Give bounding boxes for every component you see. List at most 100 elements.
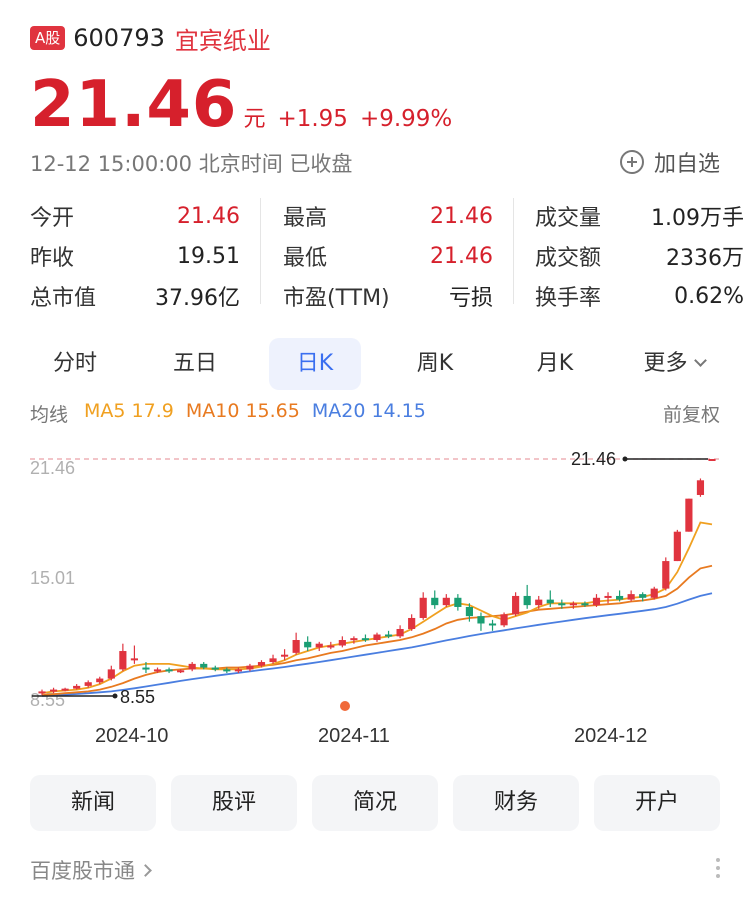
candle-body [616,595,624,600]
event-marker-dot[interactable] [340,701,350,711]
candle [165,667,173,674]
candle-body [581,603,589,606]
candle-body [234,669,242,672]
tab-daily-k[interactable]: 日K [269,338,361,390]
stock-name: 宜宾纸业 [174,26,271,55]
candle-body [431,597,439,606]
candle-body [650,588,658,598]
candle-body [38,691,46,694]
profile-button[interactable]: 简况 [312,775,438,831]
candle-body [512,595,520,615]
candle [558,599,566,609]
candle-body [546,599,554,604]
candlestick-chart[interactable]: 21.46 15.01 8.55 21.46 8.55 2024-10 2024… [0,440,750,750]
add-watchlist-label: 加自选 [653,152,720,177]
stats-column-3: 成交量 1.09万手 成交额 2336万 换手率 0.62% [535,196,744,316]
column-divider [260,198,261,304]
stat-value: 亏损 [448,286,493,311]
x-label-dec: 2024-12 [574,725,647,747]
candle [500,612,508,628]
add-watchlist-button[interactable]: 加自选 [619,146,720,178]
tab-more-label: 更多 [643,351,688,376]
ma10-line [41,564,713,696]
stat-value: 2336万 [666,246,744,271]
candle-body [130,658,138,661]
tab-monthly-k[interactable]: 月K [536,351,574,376]
adjust-mode-toggle[interactable]: 前复权 [662,404,720,426]
finance-button[interactable]: 财务 [453,775,579,831]
current-price: 21.46 [30,68,238,142]
candle-body [246,665,254,670]
candle-body [639,594,647,598]
candle [327,641,335,650]
x-label-oct: 2024-10 [95,725,168,747]
candle [49,687,58,694]
y-label-top: 21.46 [30,458,75,478]
market-status: 已收盘 [289,152,353,176]
candle-body [142,667,150,670]
candle-body [73,685,81,689]
stat-market-cap: 总市值 37.96亿 [30,276,240,316]
ma20-value: MA20 14.15 [311,400,426,422]
tab-weekly-k[interactable]: 周K [416,351,454,376]
candle [419,592,427,620]
max-marker-label: 21.46 [571,449,616,469]
stat-low: 最低 21.46 [283,236,493,276]
chevron-down-icon [693,354,707,367]
candle-body [558,603,566,606]
candle-body [119,651,127,670]
price-row: 21.46 元 +1.95 +9.99% [30,68,464,142]
open-account-button[interactable]: 开户 [594,775,720,831]
candle-body [488,623,497,626]
stat-label: 市盈(TTM) [283,286,390,311]
min-marker-label: 8.55 [120,687,155,707]
candle [581,601,589,607]
candle [61,687,69,692]
candle-body [373,634,381,641]
tab-more[interactable]: 更多 [628,338,720,390]
candle-body [419,597,427,618]
chart-period-tabs: 分时 五日 日K 周K 月K 更多 [0,338,750,390]
candle-body [211,667,219,670]
x-label-nov: 2024-11 [318,725,390,747]
candle [569,601,577,609]
candle-body [188,663,196,670]
candle [304,636,312,652]
stat-label: 换手率 [535,286,602,311]
candle [696,478,705,497]
baidu-stock-link[interactable]: 百度股市通 [30,855,152,885]
candle-body [685,498,693,532]
candle [408,614,416,631]
candle [592,594,601,607]
ma-legend: 均线 MA5 17.9 MA10 15.65 MA20 14.15 [30,400,426,427]
quote-time: 12-12 15:00:00 [30,152,193,176]
ma20-line [41,592,713,697]
stat-value: 19.51 [177,243,240,269]
candle [650,586,658,600]
candle [246,663,254,672]
candle-body [49,689,58,692]
candle [211,665,219,672]
candle [431,590,439,609]
candle-body [535,599,543,606]
ma-label: 均线 [30,404,69,426]
stats-grid: 今开 21.46 昨收 19.51 总市值 37.96亿 最高 21.46 最低 21.4… [30,196,744,312]
stat-volume: 成交量 1.09万手 [535,196,744,236]
more-options-icon[interactable] [716,858,722,882]
candle [338,636,346,648]
candle [673,529,681,562]
candle [130,645,138,664]
stats-column-1: 今开 21.46 昨收 19.51 总市值 37.96亿 [30,196,240,316]
candle [38,689,46,696]
candle [708,459,716,461]
candle [546,590,554,607]
candle-body [269,658,277,663]
candle-body [315,643,323,648]
tab-intraday[interactable]: 分时 [52,351,97,376]
candle-body [200,663,208,668]
tab-five-day[interactable]: 五日 [172,351,217,376]
candle [477,612,485,631]
news-button[interactable]: 新闻 [30,775,156,831]
reviews-button[interactable]: 股评 [171,775,297,831]
footer-link-label: 百度股市通 [30,859,135,883]
